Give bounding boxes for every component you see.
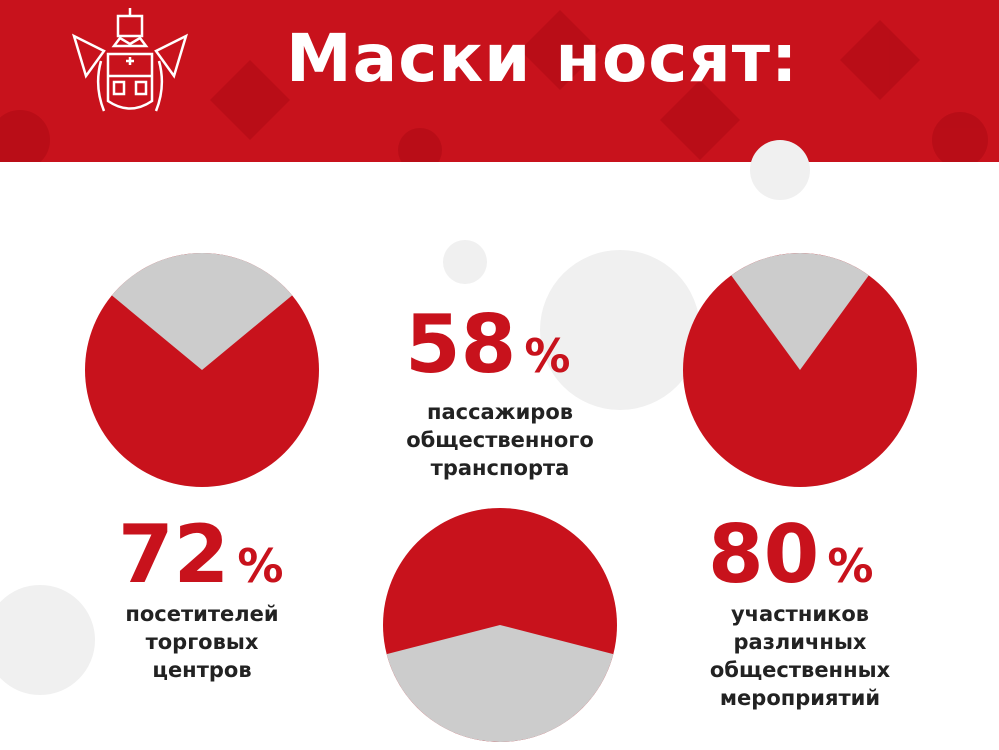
percent-value-1: 72% xyxy=(118,508,284,601)
percent-value-3: 80% xyxy=(708,508,874,601)
pie-slice-rest-3 xyxy=(731,252,869,370)
pie-slice-rest-2 xyxy=(386,625,614,742)
label-3: участников различных общественных мероприят… xyxy=(709,602,891,710)
ornament-pattern xyxy=(0,10,988,162)
label-1: посетителей торговых центров xyxy=(125,602,279,682)
percent-value-2: 58% xyxy=(405,298,571,391)
pie-slice-rest-1 xyxy=(111,253,293,370)
label-2: пассажиров общественного транспорта xyxy=(406,400,594,480)
header-banner: Маски носят: xyxy=(0,0,999,162)
virus-decoration xyxy=(0,140,810,695)
coat-of-arms-logo xyxy=(71,8,189,112)
page-title: Маски носят: xyxy=(286,20,799,97)
